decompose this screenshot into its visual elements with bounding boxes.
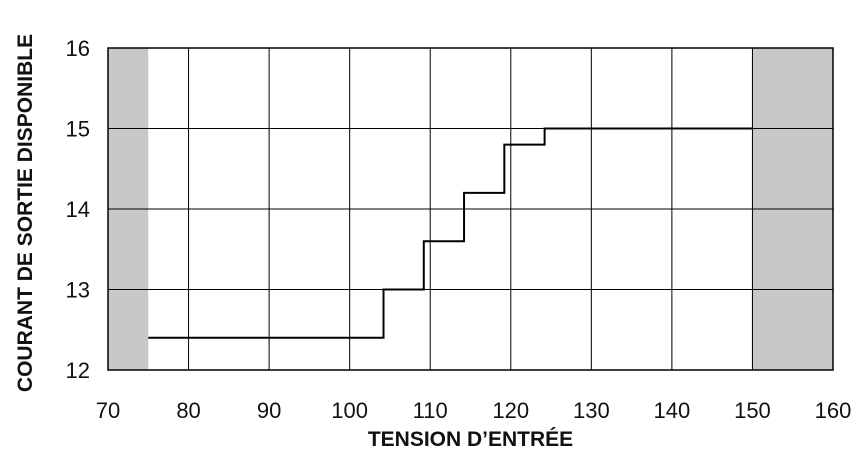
y-tick-label: 16 <box>66 36 90 61</box>
plot-frame <box>107 47 834 371</box>
x-tick-label: 100 <box>331 398 368 423</box>
x-tick-label: 80 <box>176 398 200 423</box>
x-tick-labels: 70 80 90 100 110 120 130 140 150 160 <box>96 398 852 423</box>
x-tick-label: 90 <box>257 398 281 423</box>
x-tick-label: 160 <box>815 398 852 423</box>
series <box>148 127 753 339</box>
x-tick-label: 120 <box>492 398 529 423</box>
y-tick-labels: 12 13 14 15 16 <box>66 36 90 383</box>
x-tick-label: 110 <box>413 398 448 423</box>
y-axis-title: COURANT DE SORTIE DISPONIBLE <box>14 34 37 392</box>
x-tick-label: 150 <box>734 398 771 423</box>
x-tick-label: 70 <box>96 398 120 423</box>
y-tick-label: 14 <box>66 197 90 222</box>
y-tick-label: 13 <box>66 278 90 303</box>
y-tick-label: 12 <box>66 358 90 383</box>
x-tick-label: 140 <box>654 398 691 423</box>
x-axis-title: TENSION D’ENTRÉE <box>368 428 573 450</box>
step-series-line <box>148 127 753 339</box>
x-tick-label: 130 <box>573 398 610 423</box>
grid <box>108 48 833 370</box>
y-tick-label: 15 <box>66 117 90 142</box>
